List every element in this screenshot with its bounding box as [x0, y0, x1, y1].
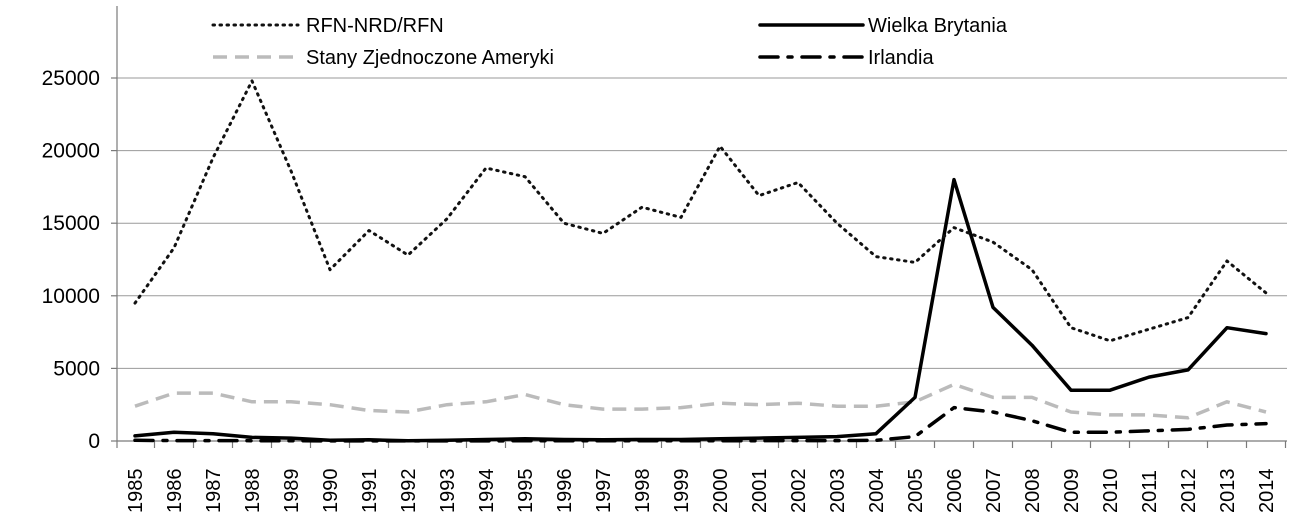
x-tick-label: 1991	[359, 469, 381, 514]
axes	[111, 6, 1287, 448]
y-tick-label: 5000	[53, 357, 100, 380]
y-tick-label: 20000	[42, 140, 100, 163]
x-tick-label: 1998	[632, 469, 654, 514]
x-tick-label: 1997	[593, 469, 615, 514]
x-tick-label: 1989	[281, 469, 303, 514]
x-tick-label: 2013	[1217, 469, 1239, 514]
legend-label: Wielka Brytania	[868, 15, 1008, 37]
x-tick-label: 1995	[515, 469, 537, 514]
x-tick-label: 2011	[1139, 470, 1161, 513]
y-tick-label: 25000	[42, 67, 100, 90]
y-axis-ticks: 0 5000 10000 15000 20000 25000	[42, 67, 100, 453]
y-tick-label: 15000	[42, 212, 100, 235]
legend-label: Stany Zjednoczone Ameryki	[306, 47, 554, 69]
x-tick-label: 1993	[437, 469, 459, 514]
series-line-wielka-brytania	[133, 177, 1268, 443]
series-line-stany-zjednoczone-ameryki	[134, 382, 1267, 420]
legend-label: Irlandia	[868, 47, 934, 69]
x-tick-label: 2009	[1061, 469, 1083, 514]
x-tick-label: 2001	[749, 469, 771, 514]
x-tick-label: 2014	[1256, 469, 1278, 514]
x-tick-label: 2010	[1100, 469, 1122, 514]
x-tick-label: 2005	[905, 469, 927, 514]
x-axis-ticks: 1985 1986 1987 1988 1989 1990 1991 1992 1993 1994…	[125, 469, 1278, 514]
x-tick-label: 1986	[164, 469, 186, 514]
series-lines	[133, 79, 1268, 443]
x-tick-label: 1996	[554, 469, 576, 514]
gridlines	[117, 77, 1287, 369]
y-tick-label: 10000	[42, 285, 100, 308]
x-tick-label: 2007	[983, 469, 1005, 514]
x-tick-label: 2003	[827, 469, 849, 514]
x-tick-label: 1988	[242, 469, 264, 514]
x-tick-label: 2006	[944, 469, 966, 514]
x-tick-label: 1992	[398, 469, 420, 514]
legend: RFN-NRD/RFN Wielka Brytania Stany Zjednocz…	[211, 15, 1008, 69]
x-tick-label: 2002	[788, 469, 810, 514]
x-tick-label: 1994	[476, 469, 498, 514]
x-tick-label: 2008	[1022, 469, 1044, 514]
x-tick-label: 1999	[671, 469, 693, 514]
x-tick-label: 2012	[1178, 469, 1200, 514]
x-tick-label: 1990	[320, 469, 342, 514]
x-tick-label: 2000	[710, 469, 732, 514]
y-tick-label: 0	[88, 430, 100, 453]
legend-label: RFN-NRD/RFN	[306, 15, 444, 37]
x-tick-label: 1987	[203, 469, 225, 514]
x-tick-label: 1985	[125, 469, 147, 514]
x-tick-label: 2004	[866, 469, 888, 514]
series-line-rfn-nrd-rfn	[133, 79, 1268, 343]
